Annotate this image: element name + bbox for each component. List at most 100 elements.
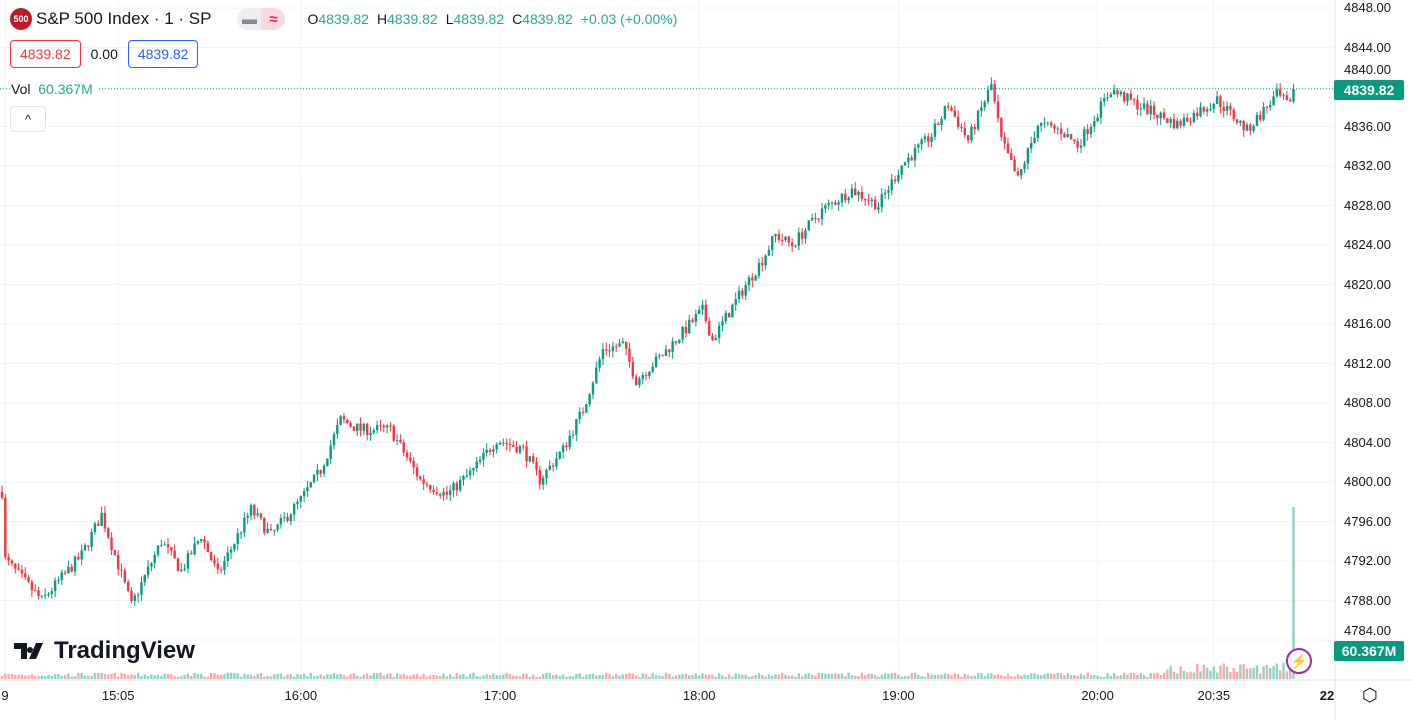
volume-bar xyxy=(784,674,787,679)
symbol-title[interactable]: S&P 500 Index · 1 · SP xyxy=(36,9,212,28)
settings-icon[interactable]: ⬡ xyxy=(1362,685,1378,705)
collapse-legend-button[interactable]: ^ xyxy=(10,106,46,132)
candle-body xyxy=(422,479,425,484)
volume-bar xyxy=(47,675,50,679)
volume-bar xyxy=(1010,676,1013,679)
y-tick-label: 4784.00 xyxy=(1344,623,1391,638)
volume-bar xyxy=(990,673,993,679)
y-tick-label: 4800.00 xyxy=(1344,474,1391,489)
candle-body xyxy=(585,404,588,413)
candle-body xyxy=(173,550,176,559)
candle-body xyxy=(1076,141,1079,148)
candle-body xyxy=(741,290,744,296)
volume-bar xyxy=(392,676,395,679)
spread-value: 0.00 xyxy=(90,46,118,62)
volume-bar xyxy=(1096,675,1099,679)
volume-bar xyxy=(960,676,963,679)
volume-bar xyxy=(1122,672,1126,679)
sell-button[interactable]: 4839.82 xyxy=(10,40,81,68)
candle-body xyxy=(903,162,907,166)
volume-bar xyxy=(897,674,900,679)
volume-bar xyxy=(787,675,791,679)
volume-bar xyxy=(551,675,555,679)
candle-body xyxy=(1176,120,1179,129)
candle-body xyxy=(206,542,210,553)
volume-bar xyxy=(439,676,442,679)
volume-bar xyxy=(628,672,631,679)
volume-bar xyxy=(1006,673,1010,679)
change-value: +0.03 (+0.00%) xyxy=(580,11,678,27)
x-tick-label: 22 xyxy=(1319,688,1335,703)
volume-bar xyxy=(900,676,903,679)
candle-body xyxy=(983,101,986,108)
volume-bar xyxy=(356,675,359,679)
candle-body xyxy=(352,426,356,431)
volume-bar xyxy=(256,673,259,679)
lightning-icon[interactable]: ⚡ xyxy=(1286,648,1312,674)
volume-bar xyxy=(512,675,515,679)
volume-bar xyxy=(1053,674,1056,679)
volume-bar xyxy=(631,673,634,679)
y-tick-label: 4836.00 xyxy=(1344,118,1391,134)
volume-bar xyxy=(1199,671,1202,679)
buy-button[interactable]: 4839.82 xyxy=(127,40,199,68)
candle-body xyxy=(1282,95,1285,97)
candle-body xyxy=(239,532,243,534)
volume-bar xyxy=(1126,674,1129,679)
data-delay-icon[interactable]: ≈ xyxy=(261,8,286,30)
volume-bar xyxy=(943,673,947,679)
volume-bar xyxy=(1242,664,1245,679)
y-tick-label: 4788.00 xyxy=(1344,592,1391,608)
candle-body xyxy=(1265,107,1269,109)
volume-bar xyxy=(1202,664,1206,679)
candle-body xyxy=(326,458,329,467)
indicator-toggle[interactable]: ▬ ≈ xyxy=(237,8,286,30)
volume-bar xyxy=(1142,675,1146,679)
volume-bar xyxy=(458,674,462,679)
volume-bar xyxy=(827,673,830,679)
volume-bar xyxy=(963,673,966,679)
volume-bar xyxy=(571,676,575,679)
candle-body xyxy=(369,432,372,436)
chevron-up-icon: ^ xyxy=(24,111,32,127)
tradingview-logo[interactable]: TradingView xyxy=(14,637,195,665)
candle-body xyxy=(1103,98,1106,102)
open-label: O xyxy=(307,11,319,27)
market-status-icon[interactable]: ▬ xyxy=(237,8,262,30)
candle-body xyxy=(1006,143,1010,154)
volume-bar xyxy=(575,673,578,679)
candle-body xyxy=(80,550,83,560)
volume-bar xyxy=(40,675,44,679)
candle-body xyxy=(512,444,515,447)
candle-body xyxy=(276,524,279,530)
volume-bar xyxy=(1043,674,1046,679)
volume-bar xyxy=(200,674,203,679)
candle-body xyxy=(571,434,575,436)
volume-bar xyxy=(1219,665,1222,679)
candle-body xyxy=(395,439,399,441)
candle-body xyxy=(694,314,698,322)
volume-bar xyxy=(870,673,874,679)
volume-bar xyxy=(1063,675,1066,679)
candle-body xyxy=(1232,109,1235,120)
volume-bar xyxy=(678,674,681,679)
candle-body xyxy=(213,560,216,564)
candle-body xyxy=(551,465,555,467)
volume-bar xyxy=(1186,672,1189,679)
candle-body xyxy=(117,554,120,570)
volume-bar xyxy=(883,673,887,679)
volume-bar xyxy=(930,674,933,679)
volume-bar xyxy=(372,673,376,679)
volume-bar xyxy=(681,674,684,679)
x-tick-label: 20:00 xyxy=(1081,688,1114,703)
candle-body xyxy=(1229,105,1232,110)
candle-body xyxy=(917,144,920,148)
candle-body xyxy=(1249,124,1252,131)
volume-bar xyxy=(346,676,349,679)
candle-body xyxy=(492,449,495,452)
candle-body xyxy=(933,123,937,137)
volume-bar xyxy=(283,676,286,679)
candle-body xyxy=(1000,118,1003,137)
candle-body xyxy=(236,533,239,544)
